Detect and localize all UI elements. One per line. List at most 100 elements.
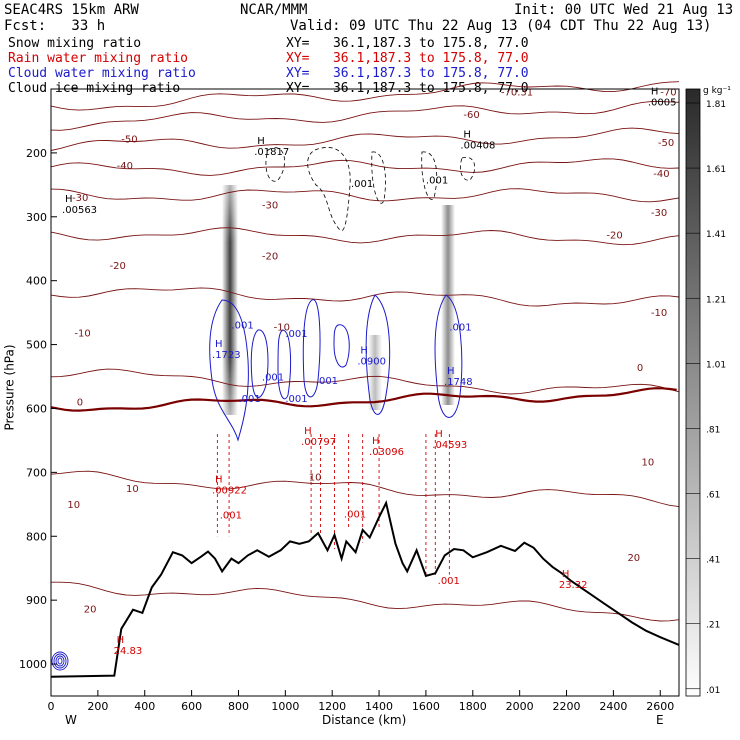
extremum-marker: H	[360, 345, 368, 356]
field-cloud-water-name: Cloud water mixing ratio	[8, 66, 196, 81]
temperature-contour-3	[50, 158, 680, 176]
temperature-label: -10	[274, 323, 290, 334]
temperature-contours	[50, 81, 680, 622]
ice-contour-2	[307, 147, 351, 232]
colorbar-label: .21	[706, 621, 720, 631]
contour-value-label: .001	[262, 372, 284, 383]
colorbar-label: 1.61	[706, 165, 726, 175]
colorbar-label: .61	[706, 491, 720, 501]
contour-value-label: .001	[351, 179, 373, 190]
temperature-label: -40	[117, 161, 133, 172]
contour-value-label: .001	[220, 510, 242, 521]
ice-contour-3	[371, 151, 386, 204]
temperature-label: 10	[642, 457, 655, 468]
temperature-label: 20	[84, 604, 97, 615]
temperature-label: -10	[74, 328, 90, 339]
temperature-contour-1	[50, 101, 680, 131]
x-tick-label: 0	[48, 700, 55, 713]
terrain-profile	[50, 500, 680, 678]
cloud-contour-2	[250, 329, 269, 398]
x-tick-label: 2200	[553, 700, 581, 713]
cloud-contour-7	[333, 324, 350, 368]
snow-shaft-center	[368, 335, 382, 410]
extremum-value: .1723	[212, 350, 241, 361]
temperature-label: -50	[121, 135, 137, 146]
field-snow-xy: XY= 36.1,187.3 to 175.8, 77.0	[286, 36, 529, 51]
cloud-contour-3	[302, 299, 321, 398]
extremum-marker: H	[215, 474, 223, 485]
cloud-ice-contours	[265, 147, 476, 232]
x-tick-label: 1000	[271, 700, 299, 713]
extremum-value: .0900	[357, 356, 386, 367]
temperature-label: 10	[126, 484, 139, 495]
center-title: NCAR/MMM	[240, 2, 308, 18]
x-tick-label: 800	[228, 700, 249, 713]
cloud-contour-5	[434, 294, 463, 418]
field-rain-xy: XY= 36.1,187.3 to 175.8, 77.0	[286, 51, 529, 66]
forecast-hour: Fcst: 33 h	[4, 18, 106, 34]
temperature-label: 20	[627, 553, 640, 564]
field-cloud-water-xy: XY= 36.1,187.3 to 175.8, 77.0	[286, 66, 529, 81]
extremum-value: .00563	[62, 205, 97, 216]
colorbar-label: 1.81	[706, 100, 726, 110]
y-tick-label: 600	[26, 402, 47, 415]
freezing-level-line	[50, 387, 677, 412]
x-tick-label: 1400	[365, 700, 393, 713]
extremum-value: .00408	[460, 140, 495, 151]
west-edge-cloud-contours	[51, 651, 69, 671]
axes: 0 200 400 600 800 1000 1200 1400 1600 1800 2000 220…	[19, 147, 674, 713]
contour-labels: -70.31 -70 -60 -50 -50 -40 -40 -30 -30 -30 -20 -20 -…	[62, 87, 677, 657]
x-tick-label: 1600	[412, 700, 440, 713]
x-axis-west: W	[65, 713, 77, 727]
temperature-contour-7	[50, 368, 680, 395]
x-axis-label: Distance (km)	[322, 713, 407, 727]
x-tick-label: 2000	[506, 700, 534, 713]
temperature-contour-9	[51, 581, 680, 622]
temperature-label: -10	[651, 308, 667, 319]
colorbar-ticks: 1.81 1.61 1.41 1.21 1.01 .81 .61 .41 .21 .01	[686, 100, 726, 696]
temperature-label: 10	[67, 500, 80, 511]
extremum-value: .01817	[254, 147, 289, 158]
colorbar-label: .81	[706, 425, 720, 435]
extremum-marker: H	[447, 366, 455, 377]
colorbar-label: 1.21	[706, 295, 726, 305]
extremum-value: .04593	[432, 440, 467, 451]
temperature-label: -20	[606, 231, 622, 242]
contour-value-label: .001	[438, 576, 460, 587]
extremum-value: .03096	[369, 447, 404, 458]
plot-frame	[50, 88, 680, 697]
temperature-label: -30	[72, 193, 88, 204]
extremum-marker: H	[651, 87, 659, 98]
temperature-label: 10	[309, 473, 322, 484]
x-tick-label: 400	[134, 700, 155, 713]
y-tick-label: 500	[26, 339, 47, 352]
colorbar-label: 1.41	[706, 230, 726, 240]
temperature-label: -20	[110, 261, 126, 272]
y-tick-label: 400	[26, 275, 47, 288]
extremum-value: 24.83	[114, 646, 143, 657]
snow-shaft-east	[441, 205, 455, 405]
temperature-contour-5	[50, 227, 680, 246]
field-snow-name: Snow mixing ratio	[8, 36, 142, 51]
colorbar-unit: g kg⁻¹	[703, 86, 731, 96]
contour-value-label: .001	[285, 394, 307, 405]
extremum-marker: H	[435, 429, 443, 440]
x-tick-label: 1200	[318, 700, 346, 713]
contour-value-label: .001	[231, 321, 253, 332]
contour-value-label: .001	[426, 176, 448, 187]
cloud-contour-6	[277, 329, 292, 400]
contour-value-label: .001	[344, 510, 366, 521]
contour-value-label: .001	[285, 329, 307, 340]
ice-contour-4	[421, 151, 438, 200]
colorbar-gradient	[685, 88, 701, 697]
x-tick-label: 2400	[599, 700, 627, 713]
temperature-label: -40	[653, 169, 669, 180]
init-time: Init: 00 UTC Wed 21 Aug 13	[514, 2, 734, 18]
x-axis-east: E	[656, 713, 664, 727]
model-title: SEAC4RS 15km ARW	[4, 2, 139, 18]
temperature-label: -70.31	[501, 87, 533, 98]
extremum-marker: H	[65, 194, 73, 205]
temperature-label: 0	[637, 363, 643, 374]
ice-contour-5	[460, 156, 476, 181]
